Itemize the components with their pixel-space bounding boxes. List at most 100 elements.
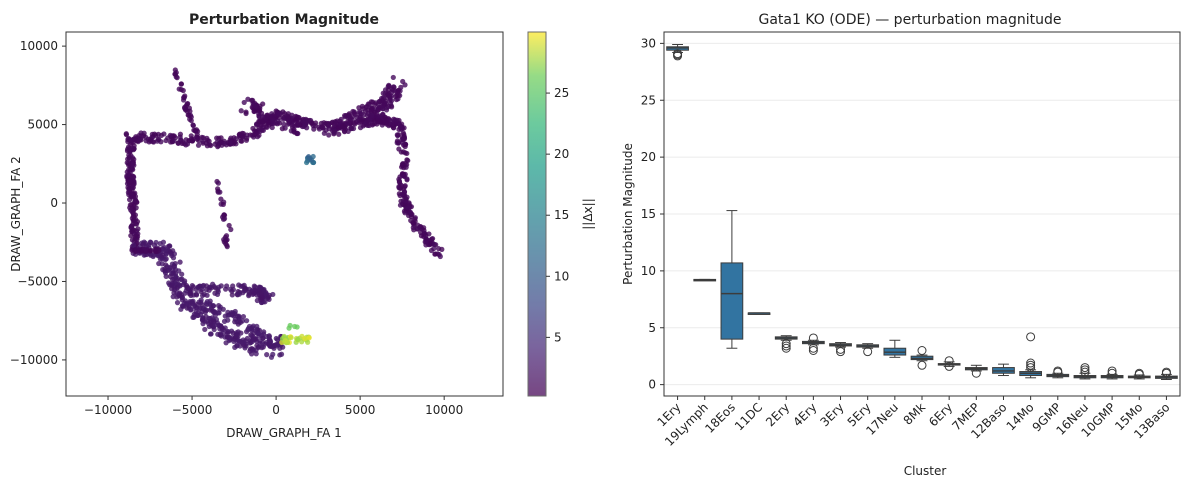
scatter-point	[212, 322, 218, 328]
box-outlier	[1080, 363, 1090, 373]
scatter-point	[220, 306, 226, 312]
box-outlier	[1161, 367, 1171, 377]
scatter-point	[143, 248, 149, 254]
scatter-point	[390, 87, 396, 93]
scatter-point	[280, 116, 286, 122]
scatter-xtick-label: −5000	[172, 403, 213, 417]
scatter-point	[215, 180, 221, 186]
scatter-point	[236, 314, 242, 320]
scatter-point	[239, 130, 245, 136]
scatter-point	[240, 283, 246, 289]
scatter-point	[241, 99, 247, 106]
scatter-point	[177, 259, 183, 265]
scatter-point	[390, 74, 396, 81]
scatter-point	[247, 338, 253, 344]
scatter-point	[228, 226, 234, 233]
scatter-ytick-label: 5000	[27, 118, 58, 132]
scatter-point	[274, 341, 280, 347]
scatter-point	[136, 137, 143, 143]
box-5Ery	[856, 343, 880, 357]
scatter-point	[439, 246, 445, 252]
scatter-point	[384, 121, 390, 127]
scatter-point	[221, 236, 227, 243]
scatter-point	[188, 133, 194, 139]
scatter-point	[223, 233, 230, 239]
scatter-point	[340, 123, 346, 129]
box-ytick-label: 15	[641, 207, 656, 221]
scatter-point	[270, 351, 276, 357]
scatter-point	[286, 118, 292, 124]
scatter-point	[263, 339, 270, 346]
scatter-point	[397, 174, 403, 180]
scatter-point	[394, 89, 400, 95]
box-title: Gata1 KO (ODE) — perturbation magnitude	[758, 12, 1061, 28]
scatter-xtick-label: 10000	[425, 403, 463, 417]
scatter-point	[132, 233, 138, 240]
scatter-point	[232, 139, 238, 145]
scatter-point	[125, 189, 131, 196]
box-outlier	[1080, 365, 1090, 375]
box-outlier	[781, 343, 791, 353]
scatter-point	[412, 216, 418, 222]
scatter-point	[167, 139, 174, 145]
box-10GMP	[1100, 366, 1124, 380]
scatter-point	[221, 140, 227, 147]
scatter-point	[244, 132, 250, 138]
scatter-point	[184, 301, 190, 307]
scatter-point	[169, 261, 175, 267]
box-15Mo	[1127, 368, 1151, 380]
scatter-point	[228, 139, 234, 145]
scatter-point	[306, 335, 312, 341]
scatter-point	[128, 147, 134, 153]
scatter-point	[264, 352, 270, 358]
scatter-axes: −10000 −5000 0 5000 10000 −10000 −5000 0 5000 100…	[10, 39, 464, 417]
scatter-point	[179, 276, 185, 282]
scatter-point	[161, 131, 167, 137]
scatter-point	[130, 184, 136, 191]
scatter-point	[291, 127, 297, 133]
scatter-point	[321, 120, 327, 126]
box-outlier	[781, 341, 791, 351]
scatter-point	[245, 325, 251, 332]
box-outlier	[1080, 367, 1090, 377]
scatter-point	[172, 71, 178, 77]
scatter-point	[269, 124, 275, 131]
box-16Neu	[1073, 363, 1097, 380]
scatter-point	[237, 319, 244, 325]
scatter-point	[250, 347, 256, 353]
scatter-point	[241, 288, 247, 294]
scatter-point	[429, 236, 435, 242]
scatter-panel: Perturbation Magnitude −10000 −5000 0 5000 1…	[9, 12, 504, 440]
box-4Ery	[802, 333, 825, 355]
scatter-point	[153, 239, 159, 246]
scatter-point	[182, 105, 188, 111]
scatter-point	[220, 330, 226, 336]
scatter-point	[129, 194, 135, 200]
scatter-point	[188, 307, 194, 313]
box-outlier	[1107, 368, 1117, 378]
box-outlier	[836, 344, 846, 354]
scatter-point	[130, 161, 136, 168]
scatter-point	[299, 339, 305, 345]
scatter-point	[191, 127, 197, 133]
scatter-point	[167, 265, 173, 271]
scatter-point	[400, 149, 406, 155]
scatter-point	[336, 131, 342, 137]
scatter-point	[254, 292, 260, 298]
scatter-point	[212, 309, 218, 315]
box-ytick-label: 30	[641, 36, 656, 50]
scatter-point	[254, 323, 260, 329]
scatter-point	[150, 139, 156, 145]
scatter-point	[266, 333, 272, 339]
scatter-point	[259, 340, 266, 346]
scatter-point	[131, 137, 138, 143]
scatter-point	[288, 334, 294, 341]
scatter-point	[261, 287, 267, 294]
scatter-point	[348, 126, 354, 132]
scatter-point	[219, 325, 225, 331]
scatter-xtick-label: 5000	[345, 403, 376, 417]
scatter-ytick-label: −5000	[17, 274, 58, 288]
box-9GMP	[1046, 366, 1070, 379]
scatter-point	[397, 124, 403, 130]
